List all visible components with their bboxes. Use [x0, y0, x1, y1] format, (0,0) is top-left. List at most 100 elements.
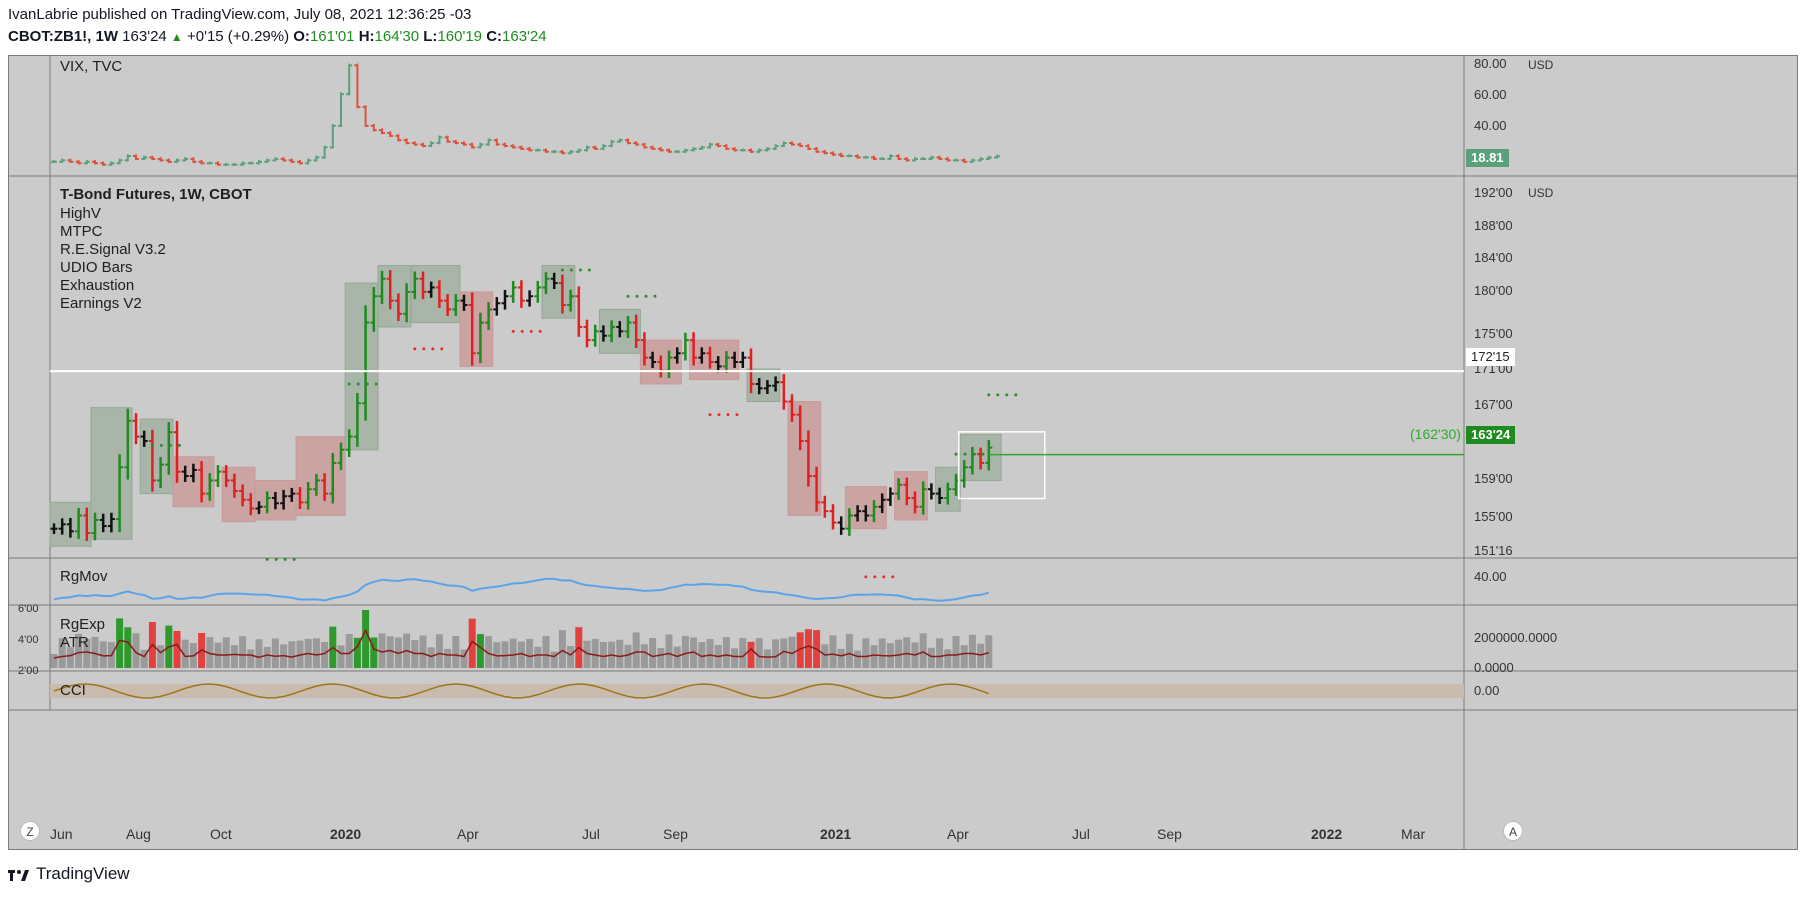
exhaustion-dot	[873, 575, 877, 579]
x-axis-tick: 2021	[820, 826, 852, 842]
exhaustion-dot	[365, 382, 369, 386]
rgexp-bar	[50, 654, 58, 668]
rgexp-bar	[132, 633, 140, 668]
atr-line	[53, 628, 989, 659]
exhaustion-dot	[963, 452, 967, 456]
rgexp-bar	[936, 638, 944, 668]
signal-zone-box	[689, 339, 740, 381]
rgexp-bar	[75, 633, 83, 668]
rgexp-bar	[362, 610, 370, 668]
close-label: C:	[486, 28, 503, 45]
exhaustion-dot	[864, 575, 868, 579]
rgexp-bar	[845, 634, 853, 668]
main-pane-title: T-Bond Futures, 1W, CBOT	[60, 186, 252, 203]
rgexp-bar	[681, 635, 689, 668]
rgexp-bar	[255, 639, 263, 668]
exhaustion-dot	[981, 452, 985, 456]
exhaustion-dot	[560, 268, 564, 272]
rgexp-bar	[878, 638, 886, 668]
x-axis-tick: Jul	[582, 826, 600, 842]
rgexp-bar	[968, 634, 976, 668]
chart-canvas[interactable]	[8, 55, 1798, 850]
signal-dots	[150, 268, 1018, 579]
x-axis-tick: Sep	[1157, 826, 1182, 842]
signal-zone-box	[410, 265, 461, 324]
cci-pane-title: CCI	[60, 682, 86, 699]
symbol-label[interactable]: CBOT:ZB1!, 1W	[8, 28, 118, 45]
price-axis-tick: 188'00	[1474, 218, 1513, 233]
close-value: 163'24	[502, 28, 547, 45]
rgexp-bar	[895, 639, 903, 668]
rgexp-bar	[772, 639, 780, 668]
rgexp-bar	[460, 649, 468, 668]
rgexp-pane-title: RgExp	[60, 616, 106, 633]
footer: TradingView	[8, 864, 130, 884]
rgexp-bar	[181, 639, 189, 668]
indicator-lines	[50, 370, 1464, 699]
exhaustion-dot	[644, 294, 648, 298]
rgexp-bar	[386, 636, 394, 668]
exhaustion-dot	[987, 393, 991, 397]
rgexp-bar	[796, 632, 804, 668]
exhaustion-dot	[717, 413, 721, 417]
exhaustion-dot	[635, 294, 639, 298]
rgexp-bar	[452, 636, 460, 668]
rgexp-bar	[247, 649, 255, 668]
rgexp-bar	[542, 636, 550, 668]
price-change: +0'15 (+0.29%)	[186, 28, 290, 45]
exhaustion-dot	[882, 575, 886, 579]
price-axis-tick: 167'00	[1474, 397, 1513, 412]
rgexp-bar	[99, 641, 107, 668]
price-axis-unit: USD	[1528, 186, 1554, 200]
signal-zone-box	[344, 282, 379, 451]
exhaustion-dot	[274, 557, 278, 561]
rgexp-bar	[271, 638, 279, 668]
indicator-label: R.E.Signal V3.2	[60, 241, 166, 258]
x-axis-tick: Jul	[1072, 826, 1090, 842]
footer-brand[interactable]: TradingView	[36, 864, 130, 883]
exhaustion-dot	[972, 452, 976, 456]
tradingview-logo-icon	[8, 867, 30, 881]
rgexp-bar	[157, 645, 165, 668]
target-label: (162'30)	[1410, 426, 1461, 442]
open-value: 161'01	[309, 28, 355, 45]
exhaustion-dot	[891, 575, 895, 579]
rgexp-bar	[837, 648, 845, 668]
up-arrow-icon: ▲	[170, 30, 183, 44]
rgexp-bar	[124, 627, 132, 668]
symbol-quote-line: CBOT:ZB1!, 1W 163'24 ▲ +0'15 (+0.29%) O:…	[8, 28, 547, 46]
rgexp-bar	[952, 636, 960, 668]
rgexp-bar	[698, 642, 706, 668]
level-line-tag: 172'15	[1466, 348, 1515, 366]
last-price: 163'24	[122, 28, 167, 45]
high-label: H:	[358, 28, 375, 45]
rgexp-bar	[58, 638, 66, 668]
indicator-label: HighV	[60, 205, 101, 222]
rgexp-bar	[673, 646, 681, 668]
signal-zone-box	[787, 401, 822, 517]
high-value: 164'30	[374, 28, 420, 45]
exhaustion-dot	[265, 557, 269, 561]
auto-scale-button[interactable]: A	[1503, 821, 1523, 841]
rgexp-bar	[173, 630, 181, 668]
exhaustion-dot	[431, 347, 435, 351]
rgexp-bar	[821, 644, 829, 668]
rgexp-bar	[288, 641, 296, 668]
low-value: 160'19	[437, 28, 483, 45]
vix-axis-tick: 80.00	[1474, 56, 1507, 71]
rgexp-axis-tick: 0.0000	[1474, 660, 1514, 675]
x-axis-tick: Apr	[457, 826, 479, 842]
exhaustion-dot	[587, 268, 591, 272]
rgexp-bar	[517, 641, 525, 668]
vix-last-tag: 18.81	[1466, 149, 1509, 167]
rgexp-bar	[345, 634, 353, 668]
rgexp-bar	[550, 651, 558, 668]
signal-zone-box	[541, 265, 576, 319]
chart-frame[interactable]	[8, 55, 1798, 850]
rgexp-bar	[419, 635, 427, 668]
rgexp-bar	[640, 644, 648, 668]
scale-left-button[interactable]: Z	[20, 821, 40, 841]
price-axis-tick: 180'00	[1474, 283, 1513, 298]
rgexp-bar	[706, 638, 714, 668]
exhaustion-dot	[569, 268, 573, 272]
